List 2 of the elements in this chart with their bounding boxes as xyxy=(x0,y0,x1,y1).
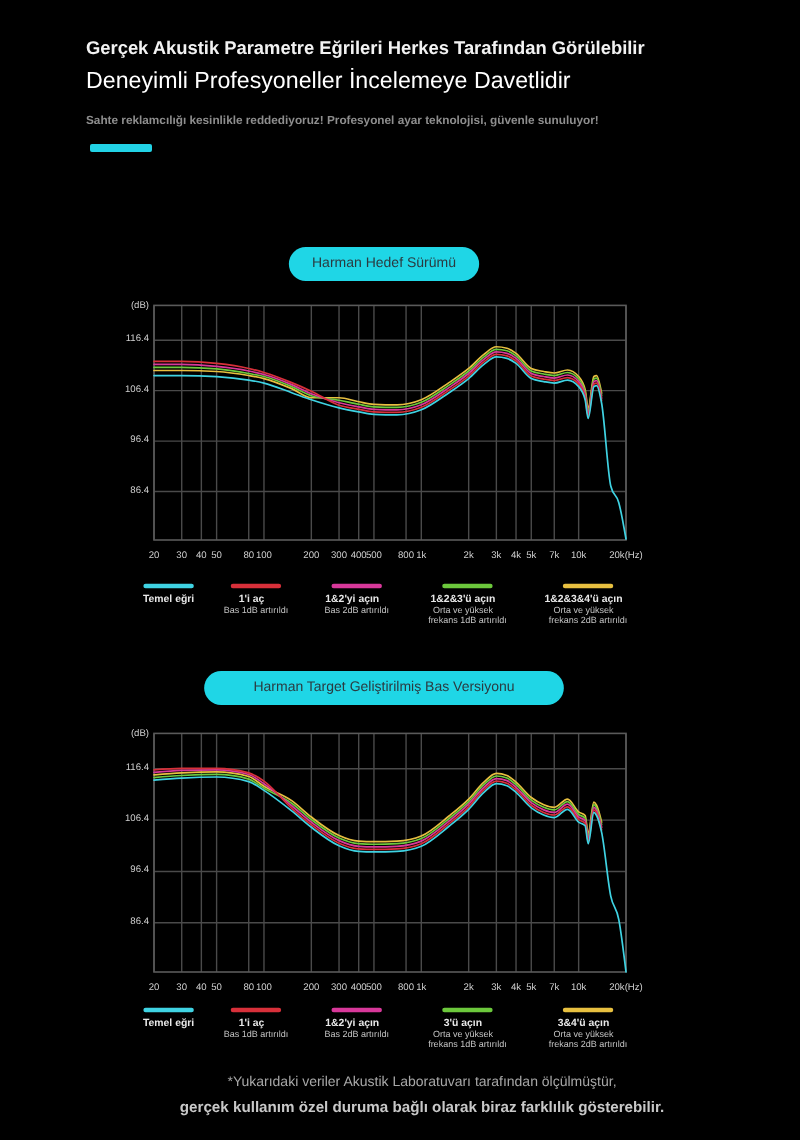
text: Gerçek Akustik Parametre Eğrileri Herkes Tarafından Görülebilir xyxy=(86,38,646,58)
text: Deneyimli Profesyoneller İncelemeye Davetlidir xyxy=(86,66,571,94)
